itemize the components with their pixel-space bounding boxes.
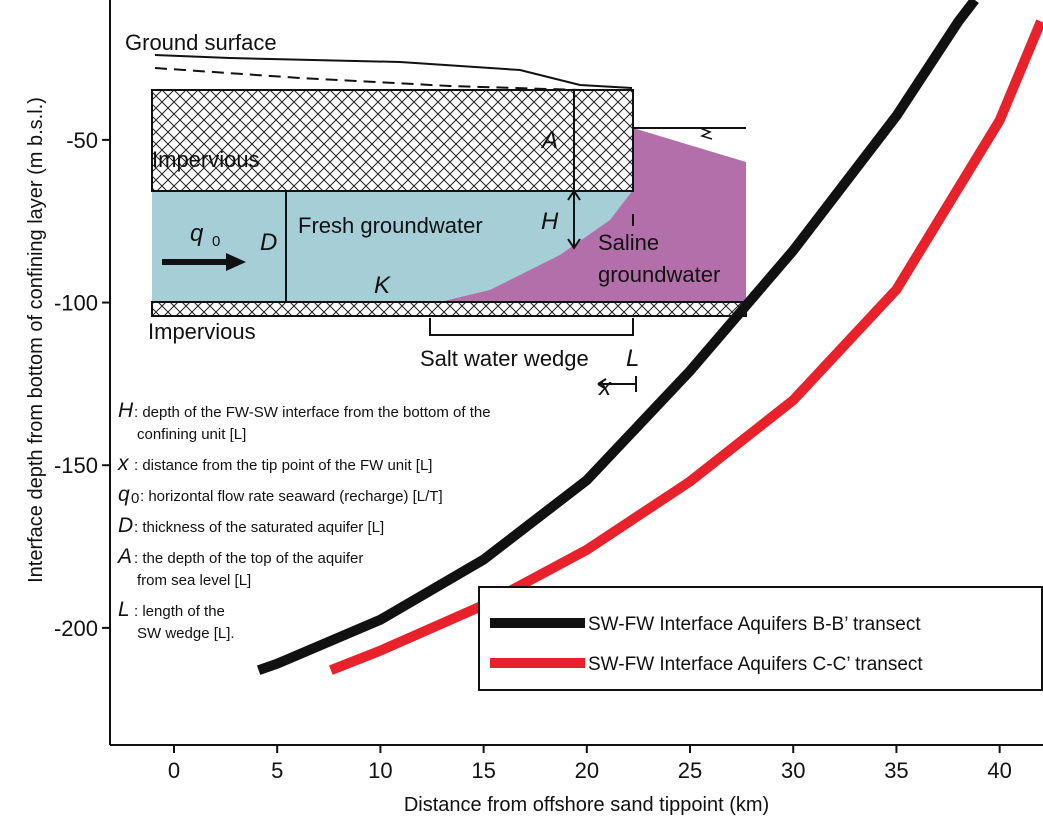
series-line (329, 19, 1043, 675)
inset-symbol: 0 (212, 233, 220, 250)
legend-label: SW-FW Interface Aquifers C-C’ transect (588, 654, 923, 675)
inset-symbol: H (541, 208, 559, 235)
ground-line (154, 54, 633, 89)
definition-text: SW wedge [L]. (137, 625, 235, 642)
impervious-top (151, 89, 634, 192)
inset-symbol: A (540, 127, 558, 154)
water-table (154, 67, 632, 91)
inset-label: Fresh groundwater (298, 213, 483, 238)
dim-h-arrows (567, 189, 581, 250)
definition-symbol: L (118, 598, 130, 621)
definition-symbol: D (118, 514, 133, 537)
y-tick-label: -100 (54, 291, 98, 316)
inset-label: Impervious (152, 147, 260, 172)
inset-symbol: L (626, 345, 639, 372)
x-tick-label: 0 (168, 758, 180, 783)
x-tick-label: 15 (471, 758, 495, 783)
saline-water (440, 128, 746, 302)
inset-diagram (151, 54, 747, 392)
definition-symbol: q (118, 483, 130, 506)
x-tick-label: 5 (271, 758, 283, 783)
definition-symbol: A (116, 545, 132, 568)
x-tick-label: 10 (368, 758, 392, 783)
definition-text: from sea level [L] (137, 572, 251, 589)
inset-label: Ground surface (125, 30, 277, 55)
x-axis-title: Distance from offshore sand tippoint (km… (404, 794, 769, 816)
y-tick-label: -150 (54, 453, 98, 478)
wedge-bracket (429, 318, 634, 336)
x-tick-label: 40 (987, 758, 1011, 783)
inset-label: Salt water wedge (420, 346, 589, 371)
plot-area (256, 0, 1043, 675)
definition-text: confining unit [L] (137, 426, 246, 443)
impervious-bottom (151, 301, 747, 317)
x-tick-label: 30 (781, 758, 805, 783)
legend: SW-FW Interface Aquifers B-B’ transect SW… (478, 586, 1043, 691)
x-arrow (597, 376, 637, 392)
definition-text: : depth of the FW-SW interface from the … (134, 404, 491, 421)
definition-text: : horizontal flow rate seaward (recharge… (140, 488, 443, 505)
inset-symbol: K (374, 272, 391, 299)
definition-text: : the depth of the top of the aquifer (134, 550, 363, 567)
flow-arrow-head (226, 253, 246, 271)
inset-symbol: q (190, 220, 204, 247)
inset-symbol: x (598, 374, 612, 401)
definition-text: : length of the (134, 603, 225, 620)
legend-label: SW-FW Interface Aquifers B-B’ transect (588, 614, 921, 635)
definition-symbol: H (118, 399, 134, 422)
definition-subscript: 0 (131, 490, 139, 507)
series-line (256, 0, 979, 675)
sea-symbol (699, 127, 713, 140)
inset-label: Impervious (148, 319, 256, 344)
x-tick-label: 35 (884, 758, 908, 783)
x-tick-label: 20 (575, 758, 599, 783)
y-tick-label: -50 (66, 128, 98, 153)
y-tick-label: -200 (54, 616, 98, 641)
inset-label: groundwater (598, 262, 720, 287)
x-tick-label: 25 (678, 758, 702, 783)
inset-symbol: D (260, 229, 277, 256)
definition-text: : distance from the tip point of the FW … (134, 457, 432, 474)
y-axis-title: Interface depth from bottom of confining… (25, 97, 47, 583)
definition-text: : thickness of the saturated aquifer [L] (134, 519, 384, 536)
legend-box (478, 586, 1043, 691)
inset-label: Saline (598, 230, 659, 255)
definition-symbol: x (117, 452, 130, 475)
